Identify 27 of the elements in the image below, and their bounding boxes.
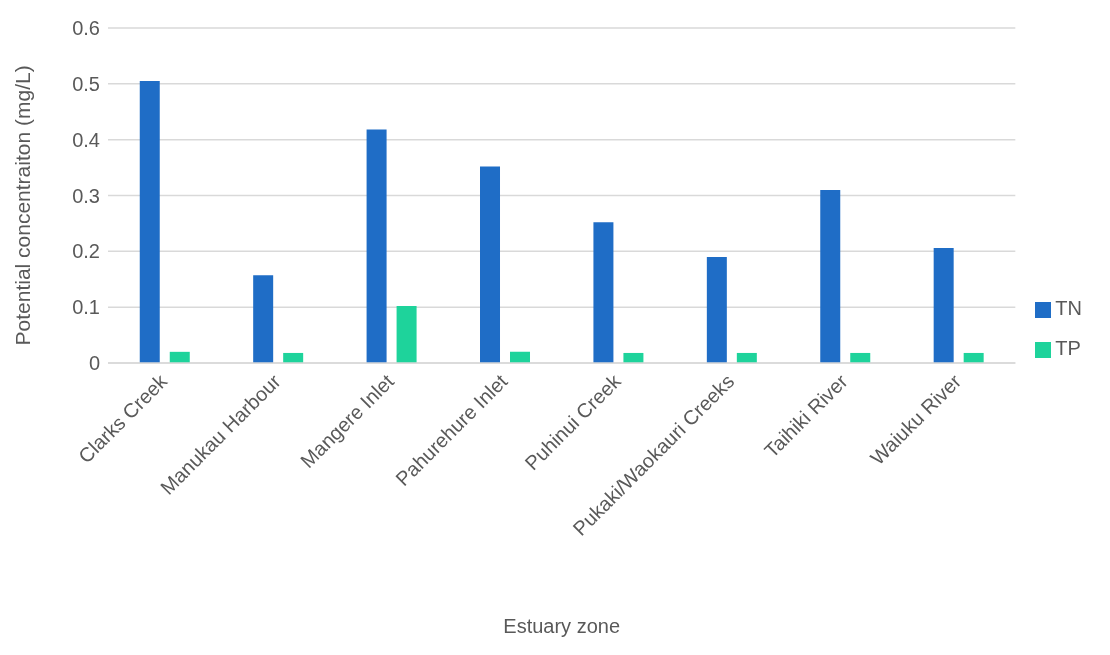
bar <box>593 222 614 363</box>
bar <box>480 166 500 363</box>
bar <box>253 275 274 363</box>
bar <box>510 351 530 363</box>
bar <box>850 352 871 363</box>
bar <box>139 81 160 363</box>
y-axis-title: Potential concentraiton (mg/L) <box>11 65 35 346</box>
y-tick-label: 0.3 <box>72 184 100 207</box>
bar <box>623 352 644 363</box>
y-tick-label: 0.2 <box>72 240 100 263</box>
legend-label: TP <box>1055 337 1081 359</box>
y-tick-label: 0.6 <box>72 17 100 40</box>
bar <box>283 352 304 363</box>
bar <box>820 189 841 363</box>
bar <box>963 352 984 363</box>
legend-label: TN <box>1055 297 1082 319</box>
bar <box>169 351 190 363</box>
bar <box>366 129 387 363</box>
bar <box>933 247 954 363</box>
y-tick-label: 0.4 <box>72 128 100 151</box>
x-axis-title: Estuary zone <box>503 615 621 637</box>
y-tick-label: 0.5 <box>72 72 100 95</box>
bar <box>736 352 757 363</box>
y-tick-label: 0.1 <box>72 296 100 319</box>
bar <box>396 306 417 363</box>
y-tick-label: 0 <box>88 352 100 375</box>
bar <box>706 256 727 363</box>
